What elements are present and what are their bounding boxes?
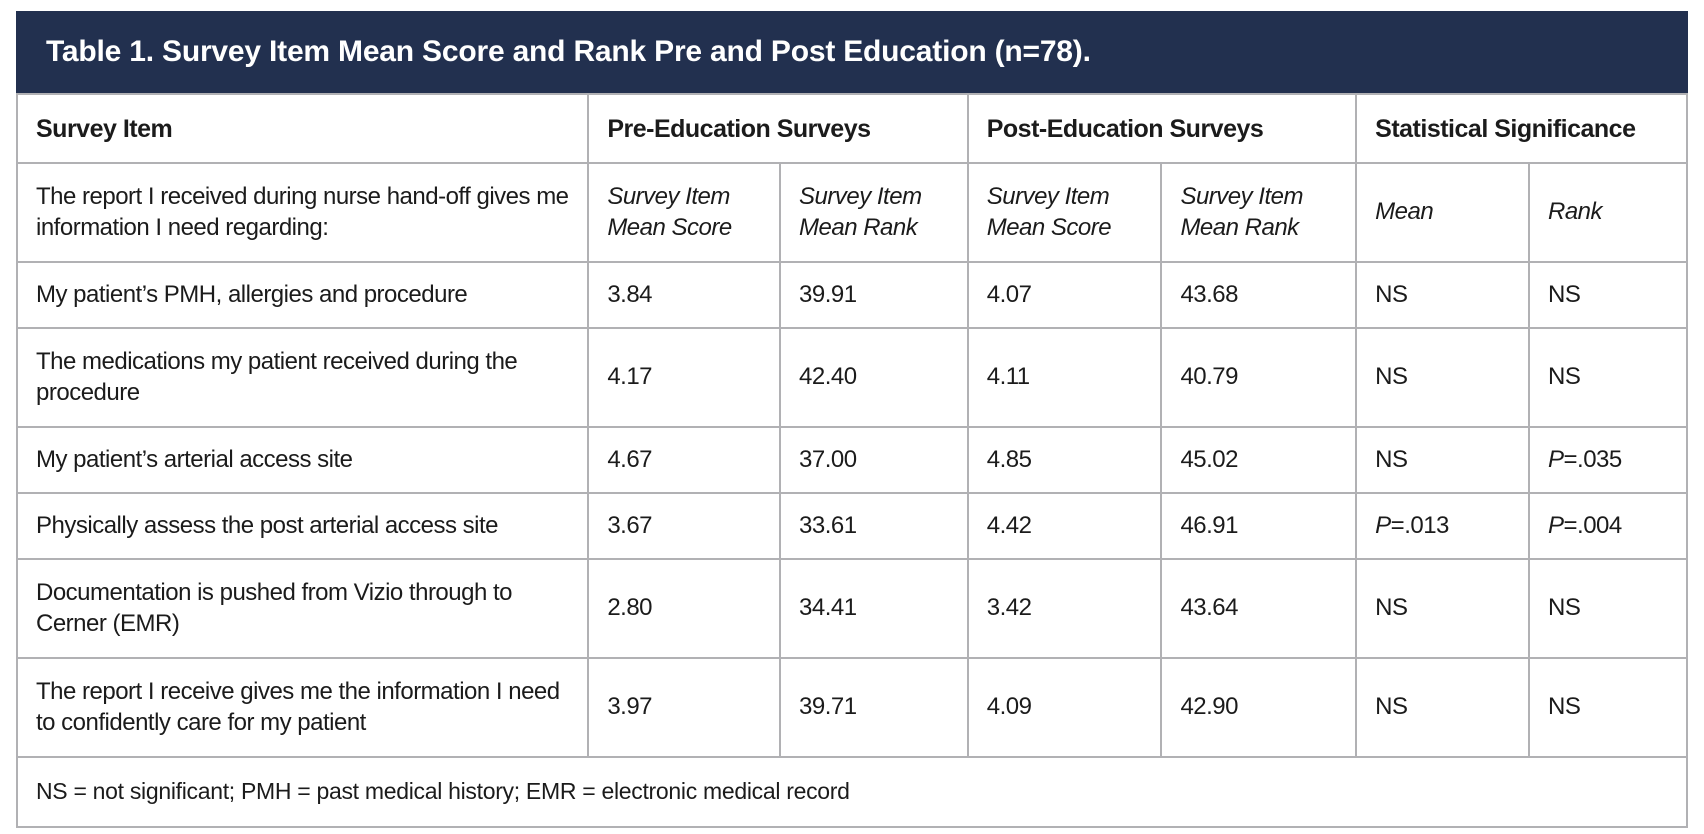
table-row: Documentation is pushed from Vizio throu… bbox=[15, 558, 1688, 659]
table-row: The medications my patient received duri… bbox=[15, 327, 1688, 428]
cell-sig-rank: NS bbox=[1528, 657, 1688, 758]
footnote-row: NS = not significant; PMH = past medical… bbox=[16, 756, 1688, 828]
cell-pre-rank: 34.41 bbox=[779, 558, 969, 659]
subheader-item-stem: The report I received during nurse hand-… bbox=[15, 162, 590, 263]
cell-pre-score: 3.67 bbox=[587, 492, 782, 560]
survey-results-table: Survey Item Pre-Education Surveys Post-E… bbox=[15, 93, 1688, 828]
cell-pre-rank: 37.00 bbox=[779, 426, 969, 494]
cell-post-rank: 43.64 bbox=[1160, 558, 1358, 659]
table-row: Physically assess the post arterial acce… bbox=[15, 492, 1688, 560]
cell-sig-rank: NS bbox=[1528, 327, 1688, 428]
subheader-sig-mean: Mean bbox=[1355, 162, 1530, 263]
cell-post-score: 4.42 bbox=[966, 492, 1163, 560]
cell-post-rank: 40.79 bbox=[1160, 327, 1358, 428]
cell-post-rank: 46.91 bbox=[1160, 492, 1358, 560]
table-title-bar: Table 1. Survey Item Mean Score and Rank… bbox=[16, 11, 1688, 93]
cell-post-score: 4.09 bbox=[966, 657, 1163, 758]
cell-sig-rank: NS bbox=[1528, 558, 1688, 659]
subheader-post-mean-rank: Survey Item Mean Rank bbox=[1160, 162, 1358, 263]
cell-sig-mean: NS bbox=[1355, 261, 1530, 329]
cell-post-score: 4.85 bbox=[966, 426, 1163, 494]
cell-item: The report I receive gives me the inform… bbox=[15, 657, 590, 758]
cell-item: My patient’s arterial access site bbox=[15, 426, 590, 494]
cell-sig-rank: P=.004 bbox=[1528, 492, 1688, 560]
cell-pre-score: 3.97 bbox=[587, 657, 782, 758]
cell-post-rank: 43.68 bbox=[1160, 261, 1358, 329]
table-title: Table 1. Survey Item Mean Score and Rank… bbox=[46, 35, 1091, 68]
cell-pre-rank: 42.40 bbox=[779, 327, 969, 428]
cell-sig-mean: NS bbox=[1355, 558, 1530, 659]
header-survey-item: Survey Item bbox=[15, 93, 590, 164]
header-post-education: Post-Education Surveys bbox=[966, 93, 1358, 164]
cell-sig-rank: NS bbox=[1528, 261, 1688, 329]
cell-sig-mean: NS bbox=[1355, 657, 1530, 758]
header-pre-education: Pre-Education Surveys bbox=[587, 93, 969, 164]
cell-sig-mean: P=.013 bbox=[1355, 492, 1530, 560]
cell-item: Physically assess the post arterial acce… bbox=[15, 492, 590, 560]
cell-post-score: 4.07 bbox=[966, 261, 1163, 329]
cell-sig-mean: NS bbox=[1355, 327, 1530, 428]
cell-pre-score: 2.80 bbox=[587, 558, 782, 659]
cell-pre-rank: 33.61 bbox=[779, 492, 969, 560]
subheader-sig-rank: Rank bbox=[1528, 162, 1688, 263]
cell-pre-score: 4.17 bbox=[587, 327, 782, 428]
cell-item: The medications my patient received duri… bbox=[15, 327, 590, 428]
cell-post-rank: 45.02 bbox=[1160, 426, 1358, 494]
subheader-pre-mean-score: Survey Item Mean Score bbox=[587, 162, 782, 263]
cell-sig-mean: NS bbox=[1355, 426, 1530, 494]
cell-item: My patient’s PMH, allergies and procedur… bbox=[15, 261, 590, 329]
cell-pre-score: 3.84 bbox=[587, 261, 782, 329]
cell-post-score: 3.42 bbox=[966, 558, 1163, 659]
table-row: My patient’s arterial access site 4.67 3… bbox=[15, 426, 1688, 494]
cell-pre-rank: 39.71 bbox=[779, 657, 969, 758]
cell-post-score: 4.11 bbox=[966, 327, 1163, 428]
subheader-row: The report I received during nurse hand-… bbox=[15, 162, 1688, 263]
header-statistical-significance: Statistical Significance bbox=[1355, 93, 1688, 164]
subheader-post-mean-score: Survey Item Mean Score bbox=[966, 162, 1163, 263]
cell-pre-score: 4.67 bbox=[587, 426, 782, 494]
subheader-pre-mean-rank: Survey Item Mean Rank bbox=[779, 162, 969, 263]
column-group-header-row: Survey Item Pre-Education Surveys Post-E… bbox=[15, 93, 1688, 164]
table-row: My patient’s PMH, allergies and procedur… bbox=[15, 261, 1688, 329]
table-footnote: NS = not significant; PMH = past medical… bbox=[16, 756, 1688, 828]
cell-pre-rank: 39.91 bbox=[779, 261, 969, 329]
table-row: The report I receive gives me the inform… bbox=[15, 657, 1688, 758]
cell-post-rank: 42.90 bbox=[1160, 657, 1358, 758]
cell-sig-rank: P=.035 bbox=[1528, 426, 1688, 494]
cell-item: Documentation is pushed from Vizio throu… bbox=[15, 558, 590, 659]
